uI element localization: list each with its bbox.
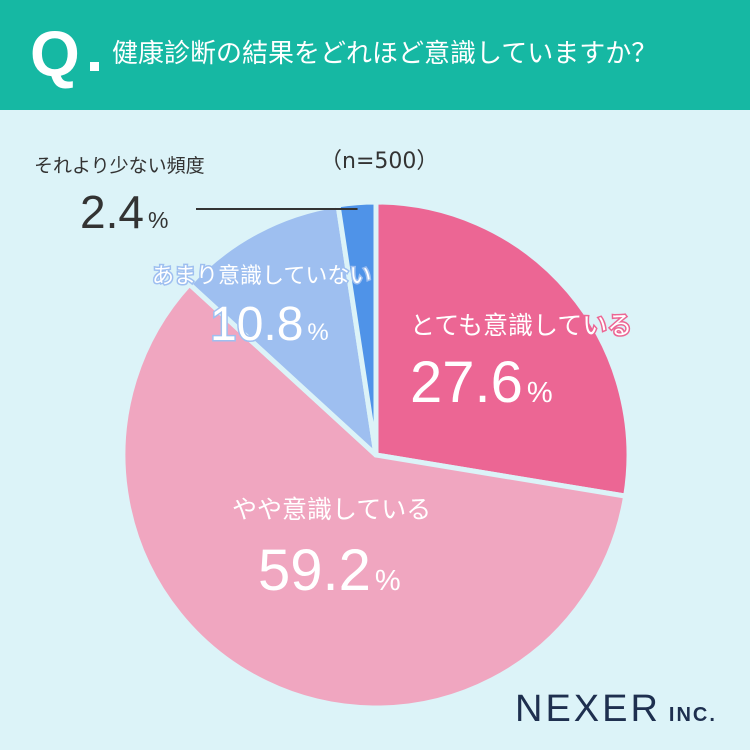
slice-label-less: それより少ない頻度 bbox=[34, 155, 205, 177]
slice-label-very: とても意識している bbox=[410, 311, 632, 340]
q-dot bbox=[90, 62, 99, 71]
slice-value-somewhat: 59.2% bbox=[258, 538, 401, 603]
slice-value-not-much: 10.8% bbox=[210, 298, 329, 351]
slice-value-less: 2.4% bbox=[80, 186, 168, 238]
slice-label-somewhat: やや意識している bbox=[232, 495, 431, 524]
sample-size: （n=500） bbox=[320, 149, 439, 174]
slice-label-not-much: あまり意識していない bbox=[152, 264, 371, 289]
question-text: 健康診断の結果をどれほど意識していますか？ bbox=[112, 39, 658, 69]
brand-name: NEXER bbox=[515, 688, 661, 730]
q-mark: Q bbox=[30, 18, 80, 90]
pie-slice-very bbox=[373, 199, 632, 499]
brand-logo: NEXER INC. bbox=[515, 688, 717, 731]
pie-slice-not-much bbox=[186, 202, 379, 458]
pie-slice-somewhat bbox=[120, 281, 629, 711]
question-header: Q 健康診断の結果をどれほど意識していますか？ bbox=[0, 0, 750, 110]
pie-slice-less bbox=[335, 199, 379, 458]
slice-value-very: 27.6% bbox=[410, 350, 553, 415]
brand-suffix: INC. bbox=[668, 704, 717, 726]
